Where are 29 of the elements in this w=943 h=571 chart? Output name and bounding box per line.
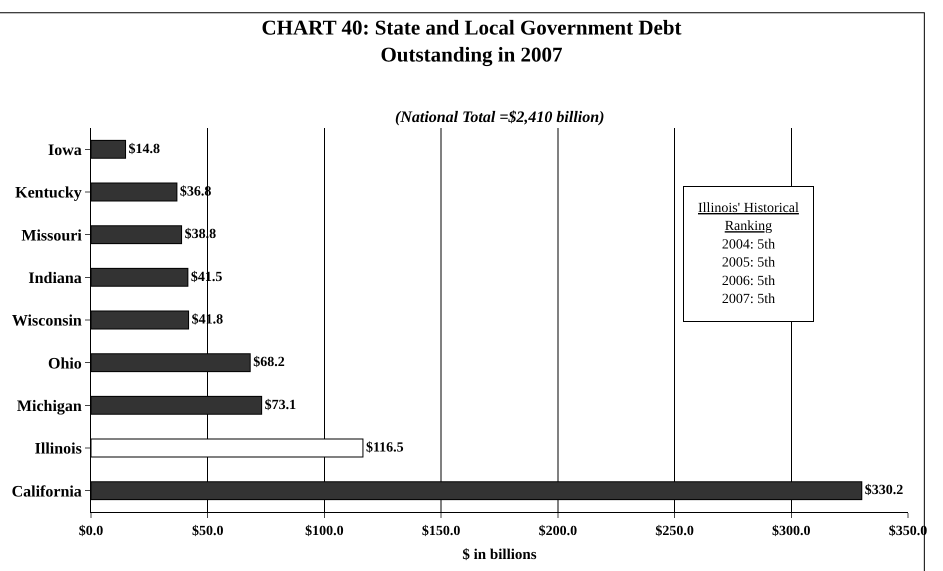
- x-tick-label: $50.0: [192, 524, 224, 539]
- annotation: 2004: 5th: [722, 237, 776, 252]
- y-tick-label: Illinois: [34, 440, 82, 458]
- data-label: $73.1: [264, 398, 296, 413]
- data-label: $14.8: [128, 142, 160, 157]
- x-tick-label: $150.0: [422, 524, 460, 539]
- y-tick-label: Iowa: [48, 142, 82, 159]
- x-axis-title: $ in billions: [462, 546, 537, 563]
- data-label: $330.2: [864, 483, 904, 498]
- y-tick-label: Indiana: [28, 270, 82, 287]
- annotation: 2005: 5th: [722, 256, 776, 271]
- y-tick-label: Missouri: [21, 227, 82, 244]
- x-tick-label: $300.0: [772, 524, 811, 539]
- y-tick-label: Michigan: [16, 398, 82, 415]
- annotation: Illinois' Historical Ranking: [698, 201, 800, 234]
- y-tick-label: Ohio: [48, 355, 82, 372]
- annotation: 2006: 5th: [722, 274, 776, 289]
- chart-title: CHART 40: State and Local Government Debt Outstanding in 2007: [261, 15, 682, 67]
- x-tick-label: $250.0: [655, 524, 694, 539]
- x-tick-label: $100.0: [305, 524, 344, 539]
- annotation: 2007: 5th: [722, 292, 776, 307]
- y-tick-label: Kentucky: [15, 184, 82, 202]
- y-tick-label: Wisconsin: [12, 312, 82, 330]
- chart-subtitle: (National Total =$2,410 billion): [395, 109, 604, 126]
- x-tick-label: $0.0: [78, 524, 104, 539]
- data-label: $116.5: [366, 440, 404, 456]
- data-label: $68.2: [253, 355, 285, 370]
- x-tick-label: $200.0: [538, 524, 578, 539]
- y-tick-label: California: [12, 483, 82, 500]
